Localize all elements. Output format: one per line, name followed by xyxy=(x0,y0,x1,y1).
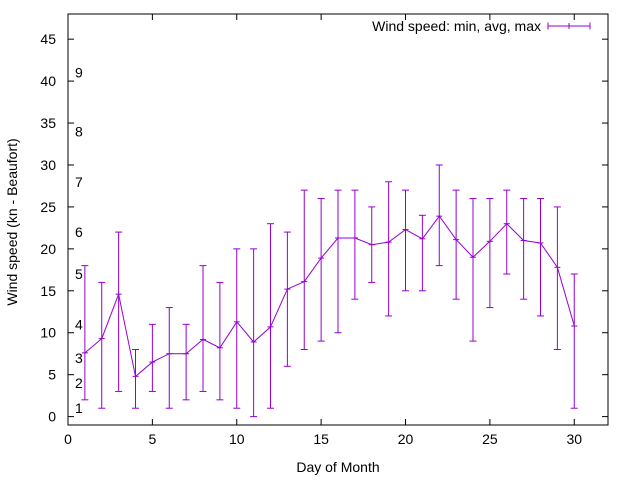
x-tick-label: 10 xyxy=(229,431,245,447)
beaufort-label: 4 xyxy=(75,316,83,332)
x-tick-label: 15 xyxy=(313,431,329,447)
y-tick-label: 20 xyxy=(40,241,56,257)
error-bar xyxy=(300,189,308,351)
error-bar xyxy=(452,189,460,300)
y-tick-label: 35 xyxy=(40,115,56,131)
error-bar xyxy=(250,248,258,418)
y-tick-label: 25 xyxy=(40,199,56,215)
error-bar xyxy=(165,307,173,409)
x-axis-ticks: 0 5 10 15 20 25 30 xyxy=(64,14,582,447)
y-axis-label: Wind speed (kn - Beaufort) xyxy=(4,138,20,305)
average-line xyxy=(81,215,578,378)
error-bar xyxy=(81,265,89,401)
error-bar xyxy=(182,323,190,401)
error-bar xyxy=(402,189,409,292)
error-bar xyxy=(537,198,544,317)
legend: Wind speed: min, avg, max xyxy=(372,18,591,34)
error-bar xyxy=(98,281,106,409)
beaufort-label: 2 xyxy=(75,375,83,391)
error-bar xyxy=(435,164,443,267)
beaufort-label: 1 xyxy=(75,400,83,416)
error-bar xyxy=(199,265,207,392)
plot-frame xyxy=(67,13,609,426)
error-bar xyxy=(553,206,561,351)
error-bar xyxy=(115,231,123,392)
error-bar xyxy=(132,349,139,409)
y-tick-label: 40 xyxy=(40,73,56,89)
error-bar xyxy=(520,198,528,300)
error-bar xyxy=(317,198,325,342)
beaufort-label: 5 xyxy=(75,266,83,282)
y-tick-label: 5 xyxy=(48,367,56,383)
legend-label: Wind speed: min, avg, max xyxy=(372,18,541,34)
y-tick-label: 15 xyxy=(40,283,56,299)
x-axis-label: Day of Month xyxy=(296,459,379,475)
error-bar xyxy=(351,189,359,300)
beaufort-label: 6 xyxy=(75,224,83,240)
error-bar xyxy=(503,189,511,275)
x-tick-label: 30 xyxy=(566,431,582,447)
error-bar xyxy=(267,223,274,409)
error-bar xyxy=(418,214,426,292)
error-bar xyxy=(469,198,477,342)
x-tick-label: 25 xyxy=(482,431,498,447)
error-bar xyxy=(334,189,342,334)
y-tick-label: 45 xyxy=(40,31,56,47)
x-tick-label: 0 xyxy=(64,431,72,447)
error-bar xyxy=(385,181,393,317)
beaufort-label: 3 xyxy=(75,350,83,366)
beaufort-label: 7 xyxy=(75,174,83,190)
error-bar xyxy=(216,281,224,401)
x-tick-label: 20 xyxy=(398,431,414,447)
beaufort-scale-labels: 1 2 3 4 5 6 7 8 9 xyxy=(75,65,83,417)
y-tick-label: 10 xyxy=(40,325,56,341)
error-bar xyxy=(283,231,291,367)
y-tick-label: 0 xyxy=(48,409,56,425)
y-tick-label: 30 xyxy=(40,157,56,173)
error-bar xyxy=(486,198,494,309)
error-bar xyxy=(570,273,578,409)
x-tick-label: 5 xyxy=(148,431,156,447)
beaufort-label: 9 xyxy=(75,65,83,81)
beaufort-label: 8 xyxy=(75,123,83,139)
error-bar xyxy=(148,323,156,392)
error-bars xyxy=(81,164,578,418)
average-series-line xyxy=(84,215,575,378)
error-bar xyxy=(233,248,241,409)
